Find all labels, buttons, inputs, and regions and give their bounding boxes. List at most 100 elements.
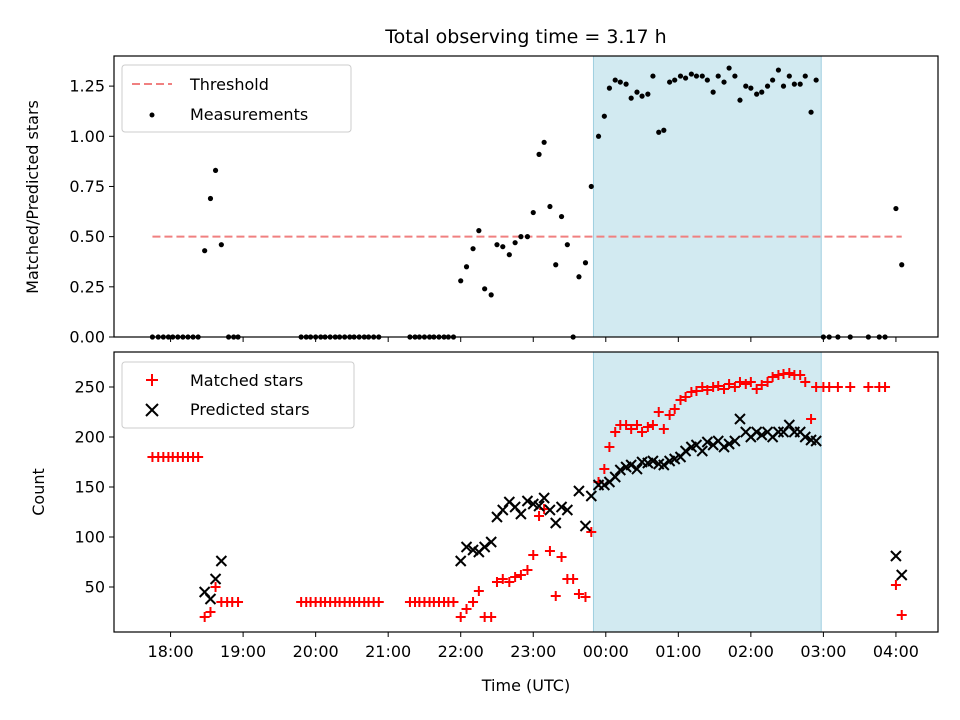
matched-star-point (610, 427, 621, 437)
top-legend-box (121, 64, 352, 133)
matched-star-point (719, 384, 730, 394)
matched-star-point (468, 597, 479, 607)
predicted-star-point (550, 517, 562, 529)
y-tick-label: 1.25 (69, 77, 105, 96)
matched-star-point (199, 612, 210, 622)
x-tick-label: 02:00 (728, 642, 774, 661)
measurement-point (710, 89, 716, 95)
measurement-point (764, 83, 771, 89)
matched-star-point (568, 574, 579, 584)
predicted-star-point (783, 419, 796, 431)
measurement-point (650, 73, 656, 79)
measurement-point (564, 242, 570, 248)
matched-star-point (205, 607, 216, 617)
bottom-y-axis-label: Count (29, 468, 48, 516)
matched-star-point (669, 404, 680, 414)
measurement-point (682, 75, 689, 81)
y-tick-label: 1.00 (69, 127, 105, 146)
predicted-star-point (679, 445, 692, 457)
matched-star-point (556, 552, 567, 562)
predicted-star-point (756, 429, 768, 441)
measurement-point (500, 244, 506, 250)
legend-threshold-label: Threshold (189, 75, 269, 94)
highlight-span-top (592, 55, 822, 338)
x-tick-label: 01:00 (655, 642, 701, 661)
measurement-point (212, 167, 219, 174)
measurement-point (541, 139, 547, 145)
matched-star-point (497, 574, 508, 584)
matched-star-point (806, 414, 817, 424)
top-y-axis-label: Matched/Predicted stars (23, 100, 42, 294)
matched-star-point (729, 382, 740, 392)
predicted-star-point (890, 550, 902, 562)
bottom-y-ticks: 50 100 150 200 250 (74, 378, 114, 597)
predicted-star-point (538, 492, 550, 504)
matched-star-point (691, 386, 702, 396)
matched-star-point (510, 572, 521, 582)
measurement-point (732, 73, 738, 79)
matched-star-point (448, 597, 459, 607)
measurement-point (808, 109, 814, 115)
measurement-point (743, 83, 749, 89)
measurement-point (677, 73, 684, 79)
measurement-point (645, 91, 651, 97)
measurement-point (899, 262, 905, 268)
measurement-point (672, 77, 678, 83)
measurement-point (547, 203, 553, 210)
top-legend: Threshold Measurements (121, 64, 352, 133)
matched-star-point (724, 379, 735, 389)
matched-star-point (680, 392, 691, 402)
measurement-point (576, 274, 582, 280)
x-tick-label: 00:00 (583, 642, 629, 661)
measurement-point (813, 77, 819, 83)
measurement-point (726, 65, 732, 71)
measurement-point (748, 85, 754, 91)
matched-star-point (604, 442, 615, 452)
matched-star-point (745, 377, 756, 387)
measurement-point (512, 240, 518, 246)
predicted-star-point (631, 463, 643, 475)
predicted-star-point (696, 445, 708, 457)
matched-star-point (734, 377, 745, 387)
predicted-star-point (485, 536, 497, 548)
measurement-point (634, 89, 640, 95)
measurement-point (612, 77, 618, 83)
predicted-star-point (455, 555, 467, 567)
predicted-star-point (573, 485, 585, 497)
matched-star-point (784, 368, 795, 378)
matched-star-point (767, 372, 778, 382)
top-panel: 0.00 0.25 0.50 0.75 1.00 1.25 Matched/Predict… (23, 55, 939, 347)
measurement-point (588, 183, 594, 190)
matched-star-point (573, 589, 584, 599)
matched-star-point (626, 424, 637, 434)
measurement-point (582, 260, 589, 266)
matched-star-point (544, 546, 555, 556)
measurement-point (202, 248, 208, 254)
matched-star-point (713, 381, 724, 391)
matched-star-point (702, 385, 713, 395)
predicted-star-point (579, 520, 592, 532)
measurement-point (661, 127, 667, 133)
measurement-point (601, 113, 607, 119)
x-tick-label: 04:00 (873, 642, 919, 661)
matched-star-point (664, 410, 675, 420)
matched-star-point (486, 612, 497, 622)
measurement-point (770, 77, 776, 83)
legend-measurements-label: Measurements (190, 105, 308, 124)
matched-star-point (880, 382, 891, 392)
measurement-point (667, 79, 673, 85)
legend-matched-label: Matched stars (190, 371, 303, 390)
x-axis-label: Time (UTC) (481, 676, 570, 695)
predicted-star-point (896, 569, 908, 581)
matched-star-point (210, 582, 221, 592)
matched-star-point (473, 586, 484, 596)
measurement-point (737, 97, 743, 103)
predicted-star-point (478, 541, 491, 553)
measurement-point (715, 73, 721, 79)
matched-star-point (193, 452, 204, 462)
matched-star-point (896, 610, 907, 620)
matched-star-point (863, 382, 874, 392)
matched-star-point (795, 370, 806, 380)
x-tick-label: 03:00 (800, 642, 846, 661)
measurement-point (470, 246, 476, 252)
